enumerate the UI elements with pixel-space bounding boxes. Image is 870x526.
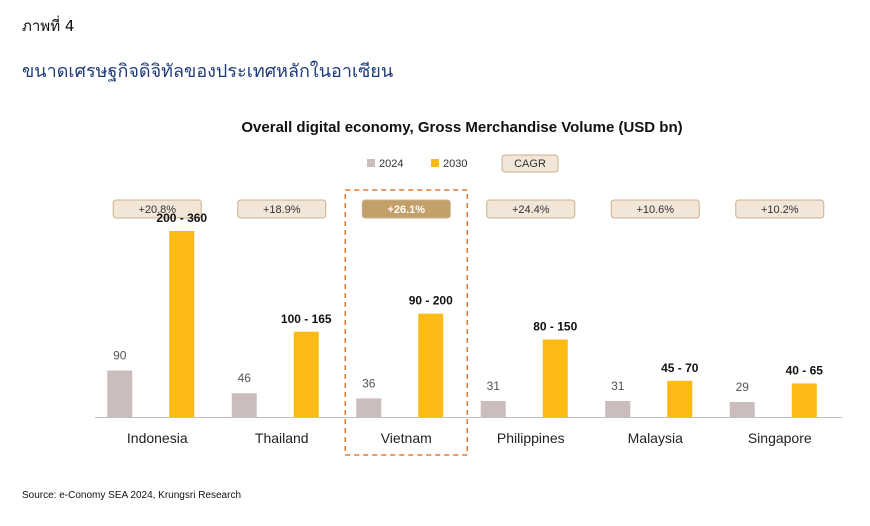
bar-2024-philippines <box>480 400 506 417</box>
cagr-label-indonesia: +20.8% <box>138 204 176 216</box>
cagr-badge-indonesia <box>112 199 202 219</box>
cagr-badge-malaysia <box>610 199 700 219</box>
cagr-badge-singapore <box>735 199 825 219</box>
highlight-box-vietnam <box>344 189 468 456</box>
bar-2030-malaysia <box>667 380 693 417</box>
bar-2030-vietnam <box>418 313 444 417</box>
legend-swatch-2024 <box>367 159 375 167</box>
cagr-label-thailand: +18.9% <box>263 204 301 216</box>
chart-title: Overall digital economy, Gross Merchandi… <box>241 119 682 136</box>
bar-2030-thailand <box>293 331 319 417</box>
data-label-2024-philippines: 31 <box>487 379 501 393</box>
x-tick-label-indonesia: Indonesia <box>127 430 188 446</box>
bar-2024-singapore <box>729 402 755 417</box>
bar-2024-malaysia <box>605 400 631 417</box>
x-tick-label-singapore: Singapore <box>748 430 812 446</box>
cagr-label-philippines: +24.4% <box>512 204 550 216</box>
data-label-2030-singapore: 40 - 65 <box>786 363 824 377</box>
data-label-2024-singapore: 29 <box>736 380 750 394</box>
legend: 2024 2030 CAGR <box>367 154 559 173</box>
legend-label-2024: 2024 <box>379 158 403 170</box>
bar-2024-indonesia <box>107 370 133 417</box>
cagr-label-vietnam: +26.1% <box>387 204 425 216</box>
legend-cagr-badge <box>501 154 559 173</box>
x-tick-label-thailand: Thailand <box>255 430 309 446</box>
legend-label-2030: 2030 <box>443 158 467 170</box>
cagr-label-singapore: +10.2% <box>761 204 799 216</box>
data-label-2030-thailand: 100 - 165 <box>281 312 332 326</box>
figure-title: ขนาดเศรษฐกิจดิจิทัลของประเทศหลักในอาเซีย… <box>22 61 394 82</box>
bar-2030-indonesia <box>169 231 195 417</box>
cagr-badge-thailand <box>237 199 327 219</box>
bar-2030-philippines <box>542 339 568 417</box>
x-tick-label-malaysia: Malaysia <box>628 430 683 446</box>
cagr-badge-philippines <box>486 199 576 219</box>
x-tick-label-vietnam: Vietnam <box>381 430 432 446</box>
data-label-2024-thailand: 46 <box>238 371 252 385</box>
data-label-2030-philippines: 80 - 150 <box>533 320 577 334</box>
data-label-2024-malaysia: 31 <box>611 379 625 393</box>
legend-cagr-label: CAGR <box>514 158 546 170</box>
bar-2024-thailand <box>231 393 257 417</box>
cagr-badge-vietnam <box>361 199 451 219</box>
data-label-2030-indonesia: 200 - 360 <box>156 211 207 225</box>
data-label-2030-malaysia: 45 - 70 <box>661 361 699 375</box>
figure-label: ภาพที่ 4 <box>22 17 75 35</box>
data-label-2024-vietnam: 36 <box>362 376 376 390</box>
bar-2030-singapore <box>791 383 817 417</box>
legend-swatch-2030 <box>431 159 439 167</box>
data-label-2024-indonesia: 90 <box>113 349 127 363</box>
data-label-2030-vietnam: 90 - 200 <box>409 294 453 308</box>
cagr-label-malaysia: +10.6% <box>636 204 674 216</box>
bar-2024-vietnam <box>356 398 382 417</box>
x-tick-label-philippines: Philippines <box>497 430 565 446</box>
source-note: Source: e-Conomy SEA 2024, Krungsri Rese… <box>22 490 241 501</box>
